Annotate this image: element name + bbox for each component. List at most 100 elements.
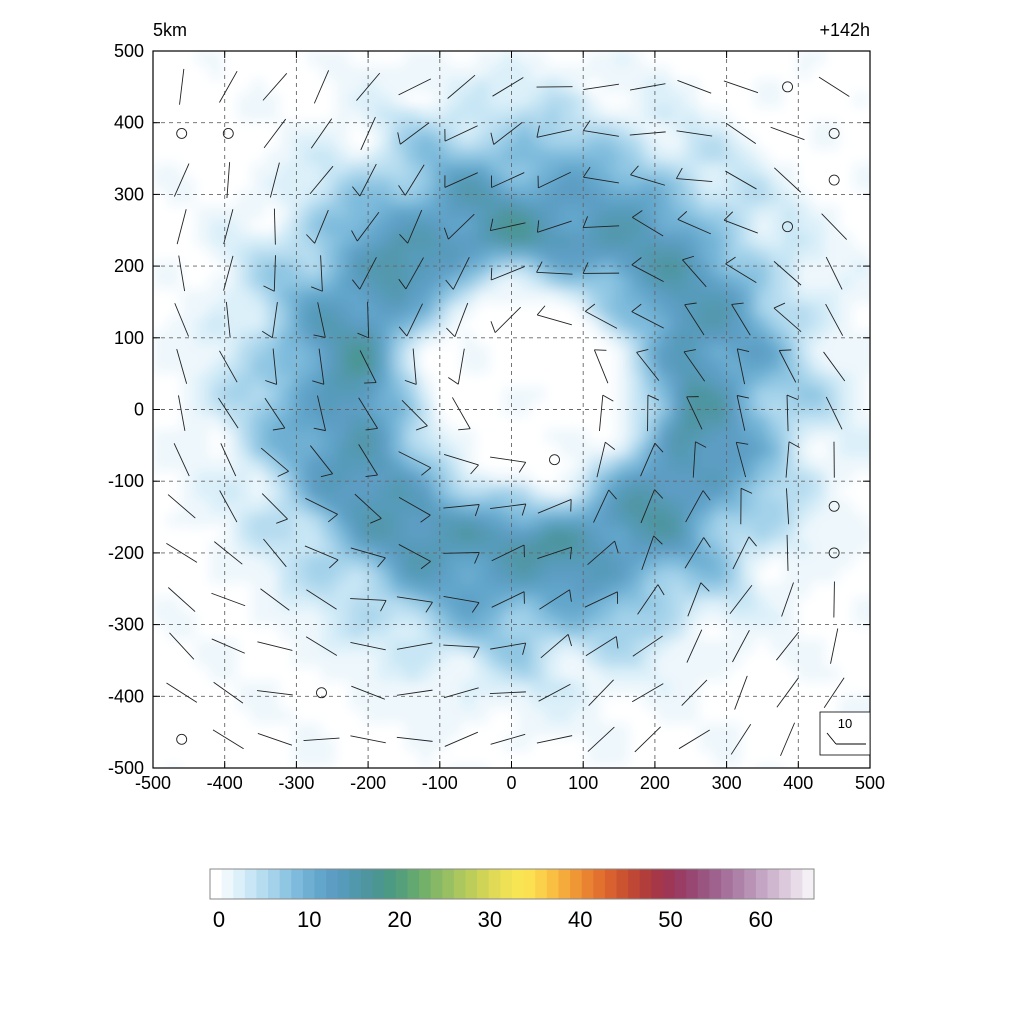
wind-barb-shaft [396,736,433,742]
field-cell [573,499,588,514]
field-cell [685,93,700,108]
wind-barb-shaft [687,582,702,617]
field-cell [755,373,770,388]
field-cell [755,275,770,290]
field-cell [419,191,434,206]
field-cell [601,751,616,766]
field-cell [503,681,518,696]
field-cell [251,79,266,94]
field-cell [699,653,714,668]
field-cell [713,471,728,486]
x-tick-label: -500 [135,773,171,793]
field-cell [797,485,812,500]
field-cell [629,121,644,136]
field-cell [811,135,826,150]
field-cell [783,331,798,346]
field-cell [671,345,686,360]
field-cell [755,401,770,416]
field-cell [601,611,616,626]
field-cell [377,541,392,556]
field-cell [769,765,784,768]
field-cell [447,289,462,304]
wind-barb-shaft [730,723,752,755]
field-cell [657,275,672,290]
field-cell [475,765,490,768]
field-cell [853,387,868,402]
field-cell [405,401,420,416]
field-cell [615,275,630,290]
field-cell [797,639,812,654]
field-cell [279,275,294,290]
field-cell [293,233,308,248]
colorbar-swatch [430,869,443,899]
field-cell [587,247,602,262]
field-cell [713,737,728,752]
wind-barb-flag [702,490,711,501]
field-cell [363,611,378,626]
field-cell [489,247,504,262]
field-cell [237,107,252,122]
field-cell [741,303,756,318]
field-cell [853,415,868,430]
field-cell [559,191,574,206]
wind-barb-flag [351,230,358,242]
field-cell [769,401,784,416]
wind-barb-shaft [640,443,656,477]
colorbar-swatch [512,869,525,899]
field-cell [825,653,840,668]
field-cell [685,695,700,710]
field-cell [503,261,518,276]
wind-barb-shaft [359,163,377,197]
field-cell [741,191,756,206]
field-cell [447,331,462,346]
field-cell [545,149,560,164]
wind-barb-shaft [398,544,431,562]
wind-barb-shaft [537,546,572,559]
field-cell [643,93,658,108]
field-cell [293,723,308,738]
field-cell [293,457,308,472]
wind-barb-flag [684,302,697,306]
field-cell [825,331,840,346]
field-cell [657,709,672,724]
wind-barb-shaft [211,638,245,654]
field-cell [265,359,280,374]
field-cell [195,331,210,346]
field-cell [335,443,350,458]
field-cell [279,513,294,528]
field-cell [503,471,518,486]
field-cell [825,303,840,318]
field-cell [237,569,252,584]
wind-barb-shaft [269,162,280,198]
field-cell [643,583,658,598]
field-cell [195,387,210,402]
field-cell [867,527,870,542]
field-cell [615,191,630,206]
field-cell [783,51,798,66]
field-cell [657,359,672,374]
field-cell [223,121,238,136]
field-cell [573,93,588,108]
field-cell [587,541,602,556]
field-cell [587,681,602,696]
field-cell [503,233,518,248]
field-cell [769,527,784,542]
field-cell [755,79,770,94]
field-cell [419,583,434,598]
field-cell [657,415,672,430]
field-cell [559,149,574,164]
field-cell [209,401,224,416]
field-cell [489,597,504,612]
field-cell [755,471,770,486]
field-cell [461,569,476,584]
field-cell [461,275,476,290]
field-cell [503,667,518,682]
field-cell [279,177,294,192]
field-cell [657,401,672,416]
field-cell [853,163,868,178]
field-cell [741,499,756,514]
field-cell [419,261,434,276]
field-cell [699,667,714,682]
field-cell [573,65,588,80]
field-cell [797,289,812,304]
